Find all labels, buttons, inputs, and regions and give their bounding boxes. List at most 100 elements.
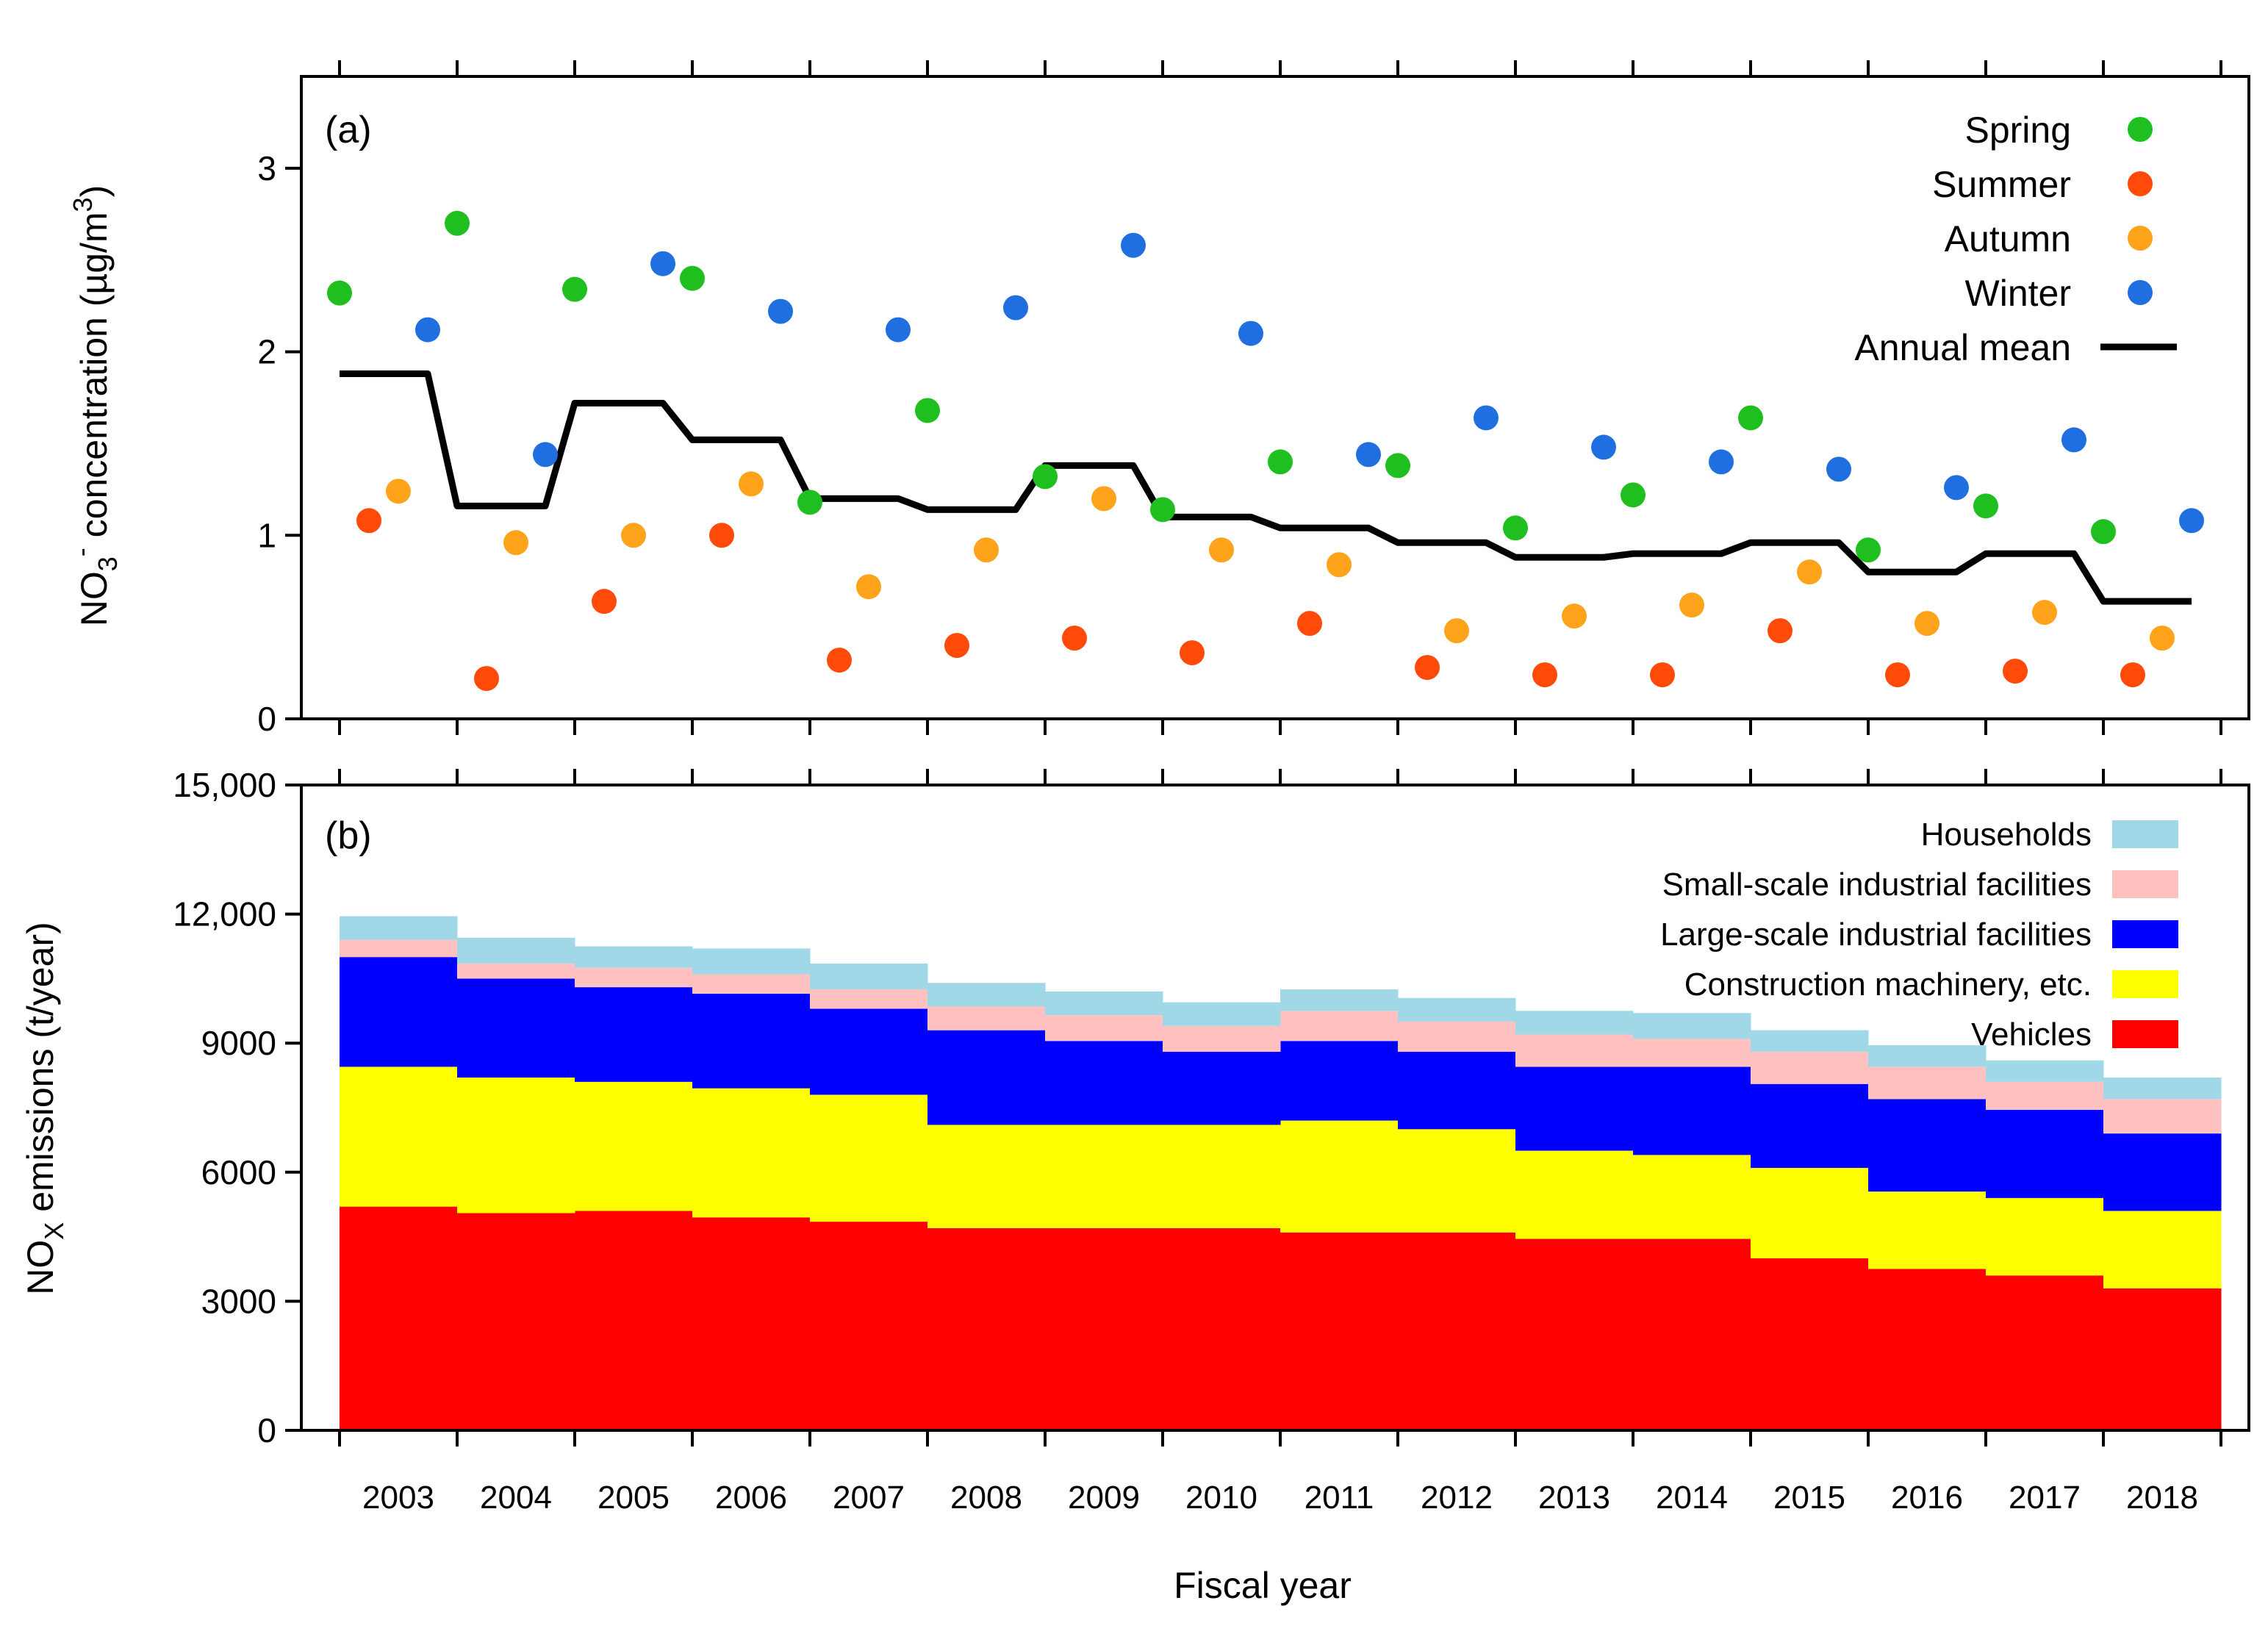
panel-a-legend: Spring Summer Autumn Winter Annual mean — [1854, 110, 2177, 368]
construction-machinery-etc-segment — [1751, 1167, 1869, 1258]
large-scale-industrial-facilities-segment — [340, 957, 458, 1067]
households-segment — [1868, 1045, 1987, 1067]
summer-point — [2003, 659, 2028, 684]
households-segment — [340, 916, 458, 940]
large-scale-industrial-facilities-segment — [1398, 1051, 1516, 1130]
autumn-point — [1797, 559, 1822, 585]
vehicles-segment — [575, 1211, 693, 1430]
spring-point — [1503, 515, 1528, 541]
households-segment — [575, 946, 693, 968]
winter-point — [1944, 475, 1969, 501]
spring-point — [327, 280, 352, 306]
large-scale-industrial-facilities-segment — [1633, 1067, 1751, 1155]
spring-point — [1973, 493, 1998, 519]
small-scale-industrial-facilities-segment — [927, 1006, 1046, 1030]
panel-a-y-tick-label: 1 — [257, 516, 276, 554]
small-scale-industrial-facilities-segment — [1280, 1011, 1399, 1042]
winter-point — [1356, 442, 1381, 467]
small-scale-industrial-facilities-segment — [1868, 1067, 1987, 1100]
small-scale-industrial-facilities-segment — [340, 939, 458, 958]
panel-a-label: (a) — [325, 109, 372, 151]
panel-b-x-ticks — [338, 769, 2222, 1447]
panel-a: 0 1 2 3 Spring Summer Autumn Winter Annual mean… — [66, 60, 2250, 738]
construction-machinery-etc-segment — [1633, 1155, 1751, 1239]
households-segment — [810, 963, 928, 990]
spring-point — [1385, 453, 1410, 478]
panel-b-y-tick-label: 0 — [257, 1411, 276, 1449]
panel-a-legend-label: Spring — [1964, 110, 2071, 151]
x-axis-year-label: 2006 — [715, 1480, 787, 1516]
households-segment — [1045, 991, 1163, 1016]
panel-b-y-tick-label: 6000 — [201, 1153, 276, 1191]
panel-b-legend-label: Households — [1921, 817, 2092, 853]
large-scale-industrial-facilities-segment — [2103, 1133, 2222, 1211]
winter-point — [1238, 320, 1263, 346]
summer-point — [1532, 662, 1557, 688]
autumn-point — [503, 530, 528, 556]
winter-point — [1121, 232, 1146, 258]
panel-b-legend-label: Vehicles — [1971, 1017, 2092, 1053]
panel-a-y-tick-label: 3 — [257, 149, 276, 187]
autumn-point — [386, 478, 411, 504]
x-axis-year-label: 2003 — [362, 1480, 434, 1516]
construction-machinery-etc-segment — [1515, 1150, 1634, 1239]
x-axis-year-label: 2015 — [1773, 1480, 1845, 1516]
x-axis-year-labels: 2003 2004 2005 2006 2007 2008 2009 2010 2011 2012… — [362, 1480, 2198, 1516]
large-scale-industrial-facilities-segment — [692, 993, 811, 1089]
panel-b-legend-swatch — [2112, 1020, 2178, 1048]
x-axis-year-label: 2009 — [1068, 1480, 1140, 1516]
panel-a-y-ticks: 0 1 2 3 — [257, 149, 301, 738]
small-scale-industrial-facilities-segment — [1515, 1034, 1634, 1067]
panel-b-legend-label: Construction machinery, etc. — [1684, 967, 2092, 1003]
vehicles-segment — [1633, 1239, 1751, 1430]
panel-a-ylabel-sup: - — [66, 548, 96, 556]
x-axis-year-label: 2016 — [1891, 1480, 1963, 1516]
large-scale-industrial-facilities-segment — [1515, 1067, 1634, 1151]
construction-machinery-etc-segment — [1986, 1197, 2104, 1276]
spring-point — [680, 265, 705, 291]
summer-point — [356, 508, 381, 534]
winter-point — [1826, 456, 1851, 482]
spring-point — [1268, 449, 1293, 475]
construction-machinery-etc-segment — [340, 1067, 458, 1207]
large-scale-industrial-facilities-segment — [927, 1030, 1046, 1125]
large-scale-industrial-facilities-segment — [1045, 1041, 1163, 1125]
autumn-point — [2032, 600, 2057, 625]
vehicles-segment — [1986, 1275, 2104, 1430]
small-scale-industrial-facilities-segment — [2103, 1099, 2222, 1134]
panel-a-y-axis-title: NO3- concentration (µg/m3) — [66, 185, 123, 627]
panel-b-y-tick-label: 12,000 — [173, 895, 276, 933]
large-scale-industrial-facilities-segment — [1986, 1109, 2104, 1198]
panel-b-frame — [300, 784, 2250, 1432]
summer-point — [1062, 625, 1087, 651]
summer-point — [944, 633, 969, 659]
panel-a-ylabel-end: ) — [73, 185, 115, 198]
large-scale-industrial-facilities-segment — [1163, 1051, 1281, 1125]
autumn-point — [1209, 537, 1234, 563]
small-scale-industrial-facilities-segment — [1045, 1015, 1163, 1042]
large-scale-industrial-facilities-segment — [1868, 1099, 1987, 1192]
large-scale-industrial-facilities-segment — [1280, 1041, 1399, 1121]
small-scale-industrial-facilities-segment — [1986, 1081, 2104, 1110]
panel-a-legend-label: Summer — [1932, 164, 2071, 205]
spring-point — [1150, 497, 1175, 523]
winter-point — [1003, 295, 1028, 320]
small-scale-industrial-facilities-segment — [1751, 1051, 1869, 1084]
panel-b-ylabel-sub: X — [39, 1222, 69, 1240]
panel-a-legend-label: Winter — [1965, 273, 2071, 314]
x-axis-year-label: 2005 — [597, 1480, 670, 1516]
small-scale-industrial-facilities-segment — [1163, 1025, 1281, 1052]
spring-point — [797, 490, 822, 515]
panel-a-x-ticks — [338, 60, 2222, 735]
x-axis-year-label: 2010 — [1185, 1480, 1257, 1516]
panel-b-y-tick-label: 3000 — [201, 1282, 276, 1320]
panel-b-label: (b) — [325, 814, 372, 857]
winter-point — [2061, 427, 2086, 453]
vehicles-segment — [810, 1222, 928, 1430]
households-segment — [1633, 1013, 1751, 1039]
vehicles-segment — [927, 1227, 1046, 1430]
winter-point — [1709, 449, 1734, 475]
small-scale-industrial-facilities-segment — [1398, 1021, 1516, 1052]
summer-point — [1650, 662, 1675, 688]
